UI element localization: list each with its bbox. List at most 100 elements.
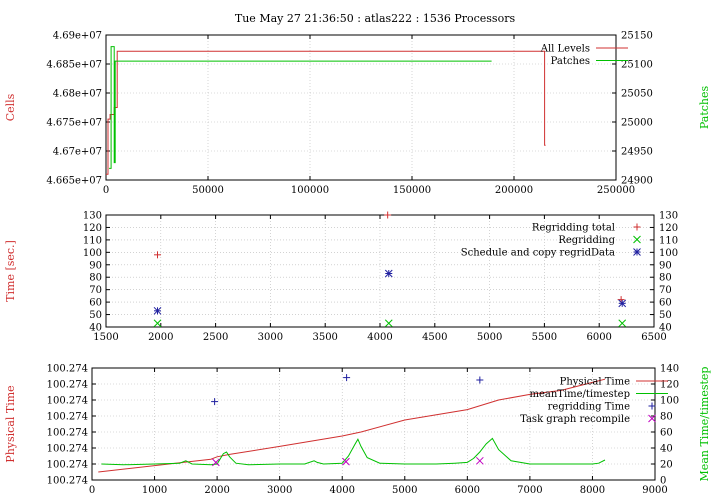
y-tick-label: 100.274 [47,476,88,487]
plot-marks [153,211,627,328]
x-tick-label: 0 [103,185,109,196]
x-tick-label: 8000 [580,485,605,496]
y-tick-label: 4.67e+07 [53,147,102,158]
data-point [153,306,162,315]
data-point [618,299,627,308]
x-tick-label: 1500 [93,332,118,343]
x-tick-label: 3500 [312,332,337,343]
x-tick-label: 2000 [148,332,173,343]
series-regridding-total [154,211,625,304]
y-tick-label: 100.274 [47,396,88,407]
y-tick-label: 100.274 [47,428,88,439]
data-point [153,319,162,328]
x-tick-label: 5000 [392,485,417,496]
y2-tick-label: 50 [659,310,672,321]
series-line [106,50,546,175]
series-patches [109,46,492,169]
plot-frame [105,34,617,181]
marker-stroke [384,269,393,278]
data-point [212,458,220,467]
marker-stroke [475,456,484,465]
marker-stroke [633,248,641,256]
y-tick-label: 40 [89,323,102,334]
x-tick-label: 250000 [597,185,635,196]
x-tick-label: 4000 [367,332,392,343]
x-tick-label: 3000 [258,332,283,343]
x-tick-label: 1000 [142,485,167,496]
x-tick-label: 5500 [532,332,557,343]
x-tick-label: 6000 [455,485,480,496]
y2-tick-label: 80 [660,412,673,423]
y-axis-label: Physical Time [4,385,17,462]
plot-marks [106,46,546,175]
series-schedule-and-copy-regriddata [153,269,627,315]
y-axis-label: Cells [4,93,17,121]
legend-label: All Levels [540,44,590,55]
y2-axis-label: Mean Time/timestep [698,367,711,482]
data-point [343,374,351,382]
y2-tick-label: 90 [659,260,672,271]
x-tick-label: 6000 [586,332,611,343]
x-tick-label: 2500 [203,332,228,343]
y-tick-label: 70 [89,285,102,296]
data-point [476,376,484,384]
y2-tick-label: 24950 [621,147,653,158]
y2-axis-label: Patches [698,86,711,130]
y-tick-label: 50 [89,310,102,321]
data-point [475,456,484,465]
x-tick-label: 4000 [329,485,354,496]
y2-tick-label: 70 [659,285,672,296]
y2-tick-label: 140 [660,364,679,375]
y-tick-label: 4.69e+07 [53,31,102,42]
marker-stroke [633,235,641,244]
series-task-graph-recompile [212,456,484,467]
x-tick-label: 9000 [642,485,667,496]
y-tick-label: 4.685e+07 [46,60,102,71]
series-line [101,437,606,466]
x-tick-label: 7000 [517,485,542,496]
legend-label: Schedule and copy regridData [461,248,615,259]
y-tick-label: 4.675e+07 [46,118,102,129]
x-tick-label: 150000 [393,185,431,196]
legend-label: Task graph recompile [520,414,630,425]
panel-2: 1500 2000 2500 3000 3500 4000 4500 5000 5500 6000… [4,211,678,344]
legend-marker [648,402,656,410]
chart-title: Tue May 27 21:36:50 : atlas222 : 1536 Pr… [235,12,516,25]
data-point [154,251,162,259]
legend-label: regridding Time [548,402,630,413]
legend-label: Regridding [558,235,615,246]
y2-tick-label: 60 [659,298,672,309]
marker-stroke [618,319,627,328]
marker-stroke [648,414,656,423]
y-tick-label: 100.274 [47,380,88,391]
y-tick-label: 4.68e+07 [53,89,102,100]
marker-stroke [618,299,627,308]
y-tick-label: 120 [83,223,102,234]
legend-marker [633,235,641,244]
series-regridding [153,319,627,328]
y-tick-label: 90 [89,260,102,271]
y-tick-label: 100.274 [47,444,88,455]
y-tick-label: 130 [83,211,102,222]
marker-stroke [153,319,162,328]
data-point [211,398,219,406]
y2-tick-label: 100 [660,396,679,407]
x-tick-label: 6500 [641,332,666,343]
marker-stroke [342,457,350,466]
legend-marker [633,223,641,231]
plot-frame [91,367,656,481]
series-regridding-time [211,374,484,406]
legend-label: Physical Time [560,377,630,388]
y2-tick-label: 40 [659,323,672,334]
x-tick-label: 4500 [422,332,447,343]
legend-label: Regridding total [532,223,615,234]
data-point [384,211,392,219]
x-tick-label: 0 [89,485,95,496]
y2-tick-label: 110 [659,235,678,246]
marker-stroke [212,458,220,467]
x-tick-label: 5000 [477,332,502,343]
legend-label: Patches [551,56,590,67]
legend-marker [633,248,641,256]
data-point [618,319,627,328]
